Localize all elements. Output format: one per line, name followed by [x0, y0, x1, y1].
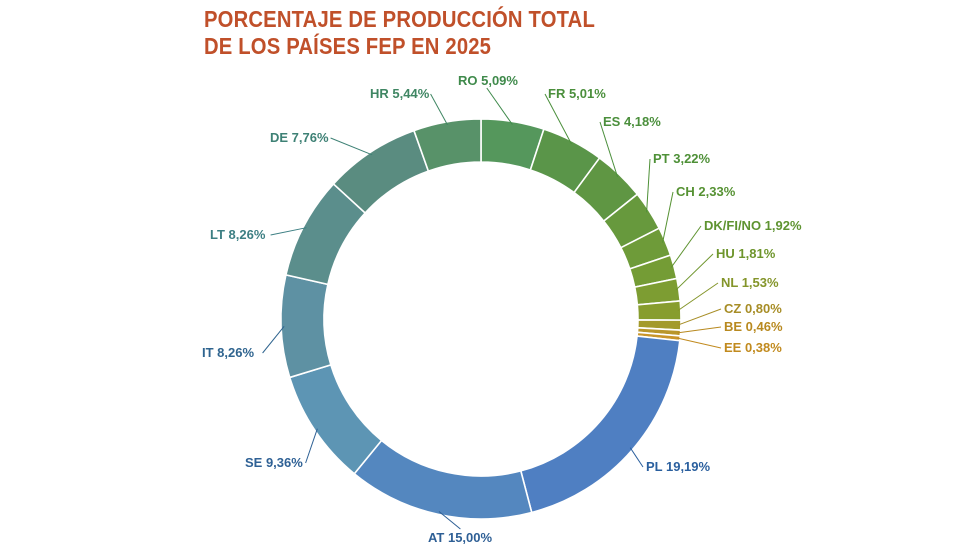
leader-hu — [675, 253, 714, 291]
leader-ee — [676, 337, 722, 349]
leader-ro — [486, 87, 513, 125]
chart-title-line-1: PORCENTAJE DE PRODUCCIÓN TOTAL — [204, 6, 595, 32]
label-se: SE 9,36% — [245, 455, 303, 470]
label-pl: PL 19,19% — [646, 459, 711, 474]
label-hr: HR 5,44% — [370, 86, 430, 101]
slice-hr — [412, 118, 482, 173]
slice-pl — [519, 335, 681, 514]
leader-lt — [270, 227, 307, 236]
chart-title-line-2: DE LOS PAÍSES FEP EN 2025 — [204, 33, 492, 59]
slice-labels: RO 5,09% FR 5,01% ES 4,18% PT 3,22% CH 2,33%… — [202, 73, 802, 545]
leader-nl — [677, 282, 719, 312]
leader-cz — [677, 308, 722, 326]
donut-slices — [280, 118, 682, 520]
label-es: ES 4,18% — [603, 114, 661, 129]
label-fr: FR 5,01% — [548, 86, 606, 101]
slice-nl — [636, 300, 682, 321]
label-dk-fi-no: DK/FI/NO 1,92% — [704, 218, 802, 233]
label-de: DE 7,76% — [270, 130, 329, 145]
label-it: IT 8,26% — [202, 345, 254, 360]
leader-pt — [646, 158, 651, 213]
label-at: AT 15,00% — [428, 530, 493, 545]
leader-be — [677, 326, 722, 334]
leader-hr — [430, 93, 448, 126]
label-leader-lines — [262, 87, 722, 530]
leader-pl — [629, 447, 644, 468]
slice-it — [280, 273, 332, 379]
label-nl: NL 1,53% — [721, 275, 779, 290]
leader-de — [330, 137, 373, 156]
label-cz: CZ 0,80% — [724, 301, 782, 316]
slice-se — [288, 363, 383, 475]
leader-at — [438, 511, 461, 530]
chart-title: PORCENTAJE DE PRODUCCIÓN TOTAL DE LOS PA… — [204, 6, 595, 60]
leader-it — [262, 325, 285, 354]
slice-at — [353, 439, 533, 520]
leader-fr — [544, 93, 572, 145]
leader-se — [305, 428, 318, 464]
label-pt: PT 3,22% — [653, 151, 711, 166]
leader-ch — [662, 191, 674, 243]
label-lt: LT 8,26% — [210, 227, 266, 242]
leader-dk-fi-no — [670, 225, 702, 268]
leader-es — [599, 121, 619, 178]
label-ch: CH 2,33% — [676, 184, 736, 199]
label-ee: EE 0,38% — [724, 340, 782, 355]
label-hu: HU 1,81% — [716, 246, 776, 261]
label-be: BE 0,46% — [724, 319, 783, 334]
label-ro: RO 5,09% — [458, 73, 518, 88]
